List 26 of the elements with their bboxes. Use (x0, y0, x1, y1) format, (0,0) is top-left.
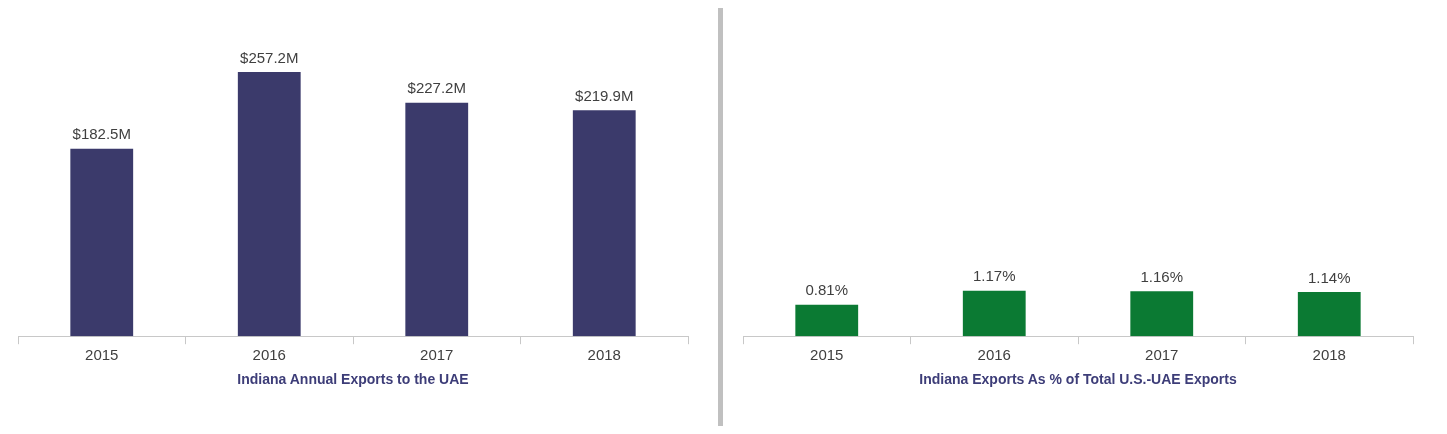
x-tick-label: 2018 (1312, 346, 1346, 364)
bar (572, 110, 636, 337)
bar (405, 102, 469, 337)
bar (795, 304, 859, 337)
bar (962, 290, 1026, 337)
data-label: $219.9M (575, 86, 634, 104)
x-axis-title: Indiana Annual Exports to the UAE (237, 371, 469, 388)
bar (70, 148, 134, 337)
x-tick-label: 2018 (587, 346, 621, 364)
data-label: $257.2M (240, 48, 299, 66)
bar (1297, 291, 1361, 337)
data-label: 1.14% (1307, 268, 1351, 286)
bar (1130, 291, 1194, 337)
x-tick-label: 2015 (85, 346, 119, 364)
data-label: $182.5M (72, 125, 131, 143)
x-tick-label: 2016 (252, 346, 286, 364)
data-label: 1.17% (972, 267, 1016, 285)
data-label: $227.2M (407, 79, 466, 97)
x-axis-title: Indiana Exports As % of Total U.S.-UAE Exports (919, 371, 1237, 388)
data-label: 1.16% (1140, 267, 1184, 285)
bar (237, 71, 301, 337)
x-tick-label: 2016 (977, 346, 1011, 364)
data-label: 0.81% (805, 281, 849, 299)
x-tick-label: 2017 (1145, 346, 1179, 364)
x-tick-label: 2017 (420, 346, 454, 364)
x-tick-label: 2015 (810, 346, 844, 364)
